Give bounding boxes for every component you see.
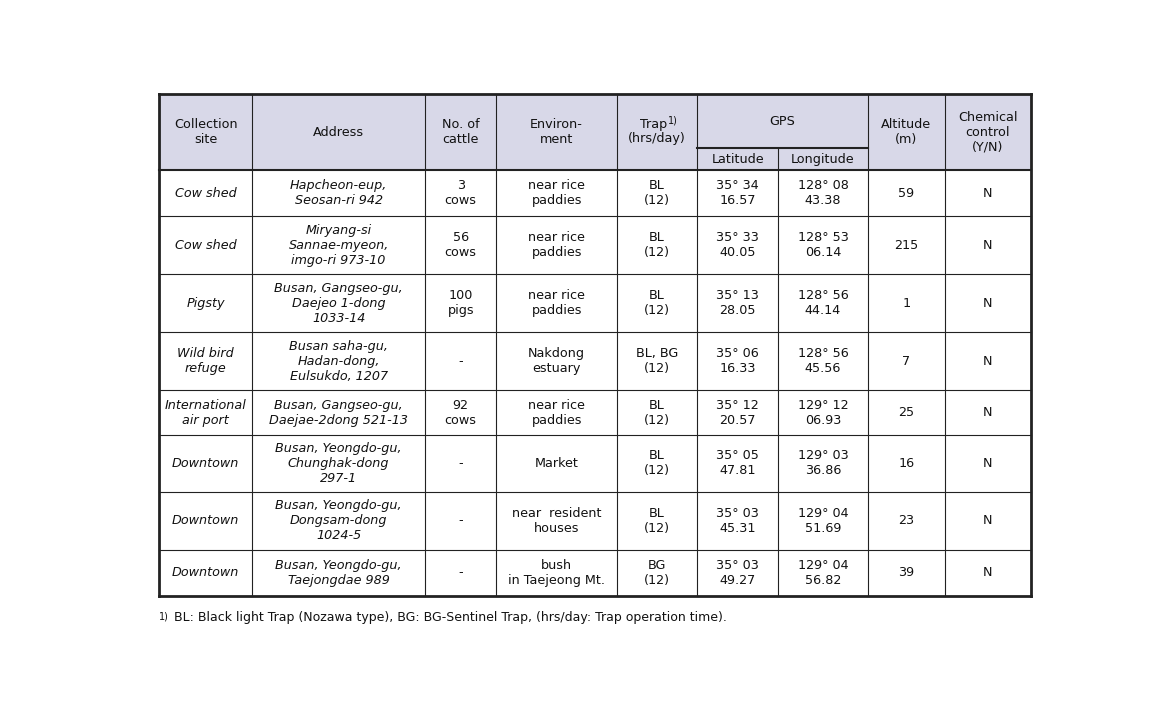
Text: 35° 06
16.33: 35° 06 16.33 [716, 347, 759, 376]
Text: 128° 08
43.38: 128° 08 43.38 [798, 180, 849, 207]
Text: Collection
site: Collection site [174, 119, 238, 146]
Text: 128° 53
06.14: 128° 53 06.14 [798, 231, 849, 259]
Text: Cow shed: Cow shed [175, 187, 237, 200]
Text: BL
(12): BL (12) [644, 507, 670, 535]
Text: Busan, Yeongdo-gu,
Taejongdae 989: Busan, Yeongdo-gu, Taejongdae 989 [275, 559, 402, 586]
Text: 1): 1) [159, 611, 170, 621]
Text: BL: Black light Trap (Nozawa type), BG: BG-Sentinel Trap, (hrs/day: Trap operati: BL: Black light Trap (Nozawa type), BG: … [174, 611, 727, 624]
Text: Latitude: Latitude [712, 153, 764, 165]
Text: GPS: GPS [770, 115, 795, 128]
Text: 129° 12
06.93: 129° 12 06.93 [798, 399, 849, 427]
Text: N: N [983, 297, 993, 310]
Text: Longitude: Longitude [791, 153, 854, 165]
Text: BL
(12): BL (12) [644, 231, 670, 259]
Text: 35° 34
16.57: 35° 34 16.57 [716, 180, 759, 207]
Text: 35° 12
20.57: 35° 12 20.57 [716, 399, 759, 427]
Text: 129° 04
51.69: 129° 04 51.69 [798, 507, 849, 535]
Text: N: N [983, 406, 993, 419]
Text: Busan, Yeongdo-gu,
Dongsam-dong
1024-5: Busan, Yeongdo-gu, Dongsam-dong 1024-5 [275, 499, 402, 542]
Text: bush
in Taejeong Mt.: bush in Taejeong Mt. [509, 559, 605, 586]
Text: Chemical
control
(Y/N): Chemical control (Y/N) [958, 111, 1017, 154]
Bar [159, 94, 1031, 170]
Text: Market: Market [535, 457, 578, 470]
Text: Downtown: Downtown [172, 457, 239, 470]
Text: -: - [459, 355, 463, 368]
Text: N: N [983, 514, 993, 527]
Text: Downtown: Downtown [172, 566, 239, 579]
Text: 59: 59 [899, 187, 915, 200]
Text: Hapcheon-eup,
Seosan-ri 942: Hapcheon-eup, Seosan-ri 942 [290, 180, 388, 207]
Text: 56
cows: 56 cows [445, 231, 477, 259]
Text: 1: 1 [902, 297, 910, 310]
Text: Busan, Gangseo-gu,
Daejae-2dong 521-13: Busan, Gangseo-gu, Daejae-2dong 521-13 [269, 399, 409, 427]
Text: N: N [983, 566, 993, 579]
Text: 35° 03
49.27: 35° 03 49.27 [716, 559, 759, 586]
Text: near rice
paddies: near rice paddies [528, 290, 585, 317]
Text: 1): 1) [669, 115, 678, 125]
Text: 39: 39 [899, 566, 915, 579]
Text: 35° 33
40.05: 35° 33 40.05 [716, 231, 759, 259]
Text: BL
(12): BL (12) [644, 290, 670, 317]
Text: 7: 7 [902, 355, 910, 368]
Text: Miryang-si
Sannae-myeon,
imgo-ri 973-10: Miryang-si Sannae-myeon, imgo-ri 973-10 [289, 224, 389, 267]
Text: 129° 03
36.86: 129° 03 36.86 [798, 449, 849, 477]
Text: 129° 04
56.82: 129° 04 56.82 [798, 559, 849, 586]
Text: near rice
paddies: near rice paddies [528, 180, 585, 207]
Text: near rice
paddies: near rice paddies [528, 399, 585, 427]
Text: Busan, Yeongdo-gu,
Chunghak-dong
297-1: Busan, Yeongdo-gu, Chunghak-dong 297-1 [275, 442, 402, 485]
Text: Altitude
(m): Altitude (m) [881, 119, 931, 146]
Text: N: N [983, 239, 993, 252]
Text: Downtown: Downtown [172, 514, 239, 527]
Text: -: - [459, 566, 463, 579]
Text: 35° 13
28.05: 35° 13 28.05 [716, 290, 759, 317]
Text: Busan saha-gu,
Hadan-dong,
Eulsukdo, 1207: Busan saha-gu, Hadan-dong, Eulsukdo, 120… [289, 340, 388, 383]
Text: (hrs/day): (hrs/day) [628, 132, 686, 145]
Text: BG
(12): BG (12) [644, 559, 670, 586]
Text: 215: 215 [894, 239, 918, 252]
Text: near rice
paddies: near rice paddies [528, 231, 585, 259]
Text: BL
(12): BL (12) [644, 449, 670, 477]
Text: 25: 25 [899, 406, 915, 419]
Text: N: N [983, 457, 993, 470]
Text: 35° 05
47.81: 35° 05 47.81 [716, 449, 759, 477]
Text: 16: 16 [899, 457, 915, 470]
Text: Environ-
ment: Environ- ment [531, 119, 583, 146]
Text: N: N [983, 187, 993, 200]
Text: Pigsty: Pigsty [187, 297, 225, 310]
Text: BL, BG
(12): BL, BG (12) [636, 347, 678, 376]
Text: Address: Address [313, 126, 365, 139]
Text: BL
(12): BL (12) [644, 180, 670, 207]
Text: Wild bird
refuge: Wild bird refuge [178, 347, 235, 376]
Text: BL
(12): BL (12) [644, 399, 670, 427]
Text: 3
cows: 3 cows [445, 180, 477, 207]
Text: 128° 56
45.56: 128° 56 45.56 [798, 347, 849, 376]
Text: N: N [983, 355, 993, 368]
Text: Trap: Trap [640, 118, 668, 131]
Text: 100
pigs: 100 pigs [447, 290, 474, 317]
Text: Cow shed: Cow shed [175, 239, 237, 252]
Text: Nakdong
estuary: Nakdong estuary [528, 347, 585, 376]
Text: 128° 56
44.14: 128° 56 44.14 [798, 290, 849, 317]
Text: International
air port: International air port [165, 399, 246, 427]
Text: 23: 23 [899, 514, 915, 527]
Text: 35° 03
45.31: 35° 03 45.31 [716, 507, 759, 535]
Text: near  resident
houses: near resident houses [512, 507, 601, 535]
Text: No. of
cattle: No. of cattle [442, 119, 479, 146]
Text: -: - [459, 457, 463, 470]
Text: Busan, Gangseo-gu,
Daejeo 1-dong
1033-14: Busan, Gangseo-gu, Daejeo 1-dong 1033-14 [274, 282, 403, 325]
Text: 92
cows: 92 cows [445, 399, 477, 427]
Text: -: - [459, 514, 463, 527]
